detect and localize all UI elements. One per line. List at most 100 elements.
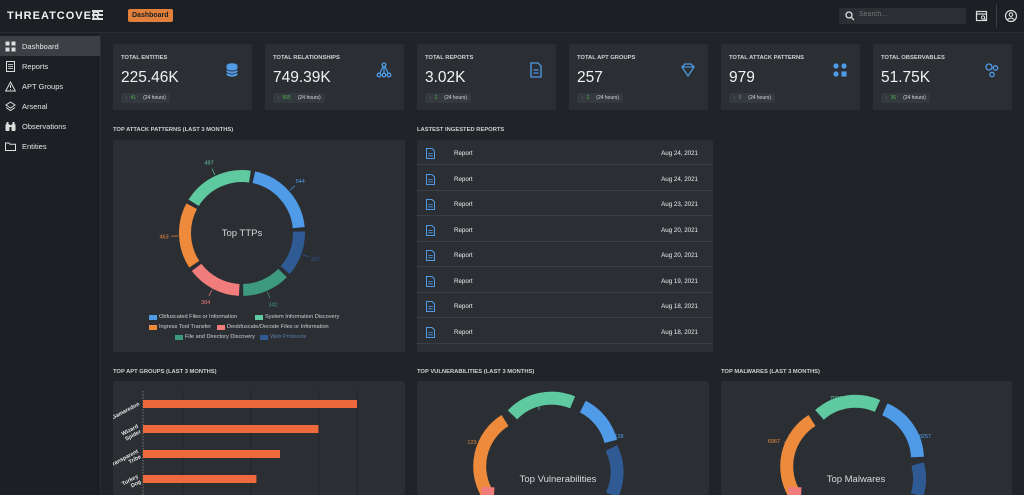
legend-swatch <box>260 334 268 340</box>
donut-label: 327 <box>311 257 320 263</box>
document-icon <box>426 326 435 338</box>
sidebar-item-observations[interactable]: Observations <box>0 116 100 136</box>
sidebar-item-apt-groups[interactable]: APT Groups <box>0 76 100 96</box>
stat-delta: ↑ 41 (24 hours) <box>121 93 170 103</box>
donut-label: 6967 <box>768 439 780 445</box>
report-row[interactable]: Report Aug 18, 2021 <box>417 319 712 344</box>
report-row[interactable]: Report Aug 19, 2021 <box>417 268 712 293</box>
donut-label: 128 <box>614 434 623 440</box>
search-box[interactable] <box>839 8 966 24</box>
bar[interactable] <box>143 450 280 458</box>
legend-item[interactable]: Deobfuscate/Decode Files or Information <box>217 324 329 330</box>
donut-segment[interactable] <box>188 170 251 207</box>
donut-segment[interactable] <box>473 414 509 495</box>
stat-card-apt-groups[interactable]: TOTAL APT GROUPS 257 ↑ 2 (24 hours) <box>569 44 708 110</box>
donut-label: 342 <box>268 303 277 309</box>
donut-segment[interactable] <box>507 391 576 420</box>
sidebar-item-arsenal[interactable]: Arsenal <box>0 96 100 116</box>
report-name[interactable]: Report <box>454 328 473 336</box>
stat-delta-period: (24 hours) <box>596 95 620 101</box>
label-leader <box>477 442 487 448</box>
bar-category-label: TurkeyDog <box>121 473 143 492</box>
donut-segment[interactable] <box>605 445 624 495</box>
ttp-donut-chart: 544 327 342 384 463 497 Top TTPs <box>159 160 320 309</box>
label-leader <box>783 441 794 448</box>
stat-card-observables[interactable]: TOTAL OBSERVABLES 51.75K ↑ 36 (24 hours) <box>873 44 1012 110</box>
legend-label: Deobfuscate/Decode Files or Information <box>227 324 329 330</box>
report-name[interactable]: Report <box>454 150 473 157</box>
legend-label: File and Directory Discovery <box>185 334 255 340</box>
report-row[interactable]: Report Aug 20, 2021 <box>417 242 712 267</box>
bar[interactable] <box>143 475 257 483</box>
report-date: Aug 24, 2021 <box>661 175 698 183</box>
sidebar-item-entities[interactable]: Entities <box>0 136 100 156</box>
stat-card-attack-patterns[interactable]: TOTAL ATTACK PATTERNS 979 ↑ 0 (24 hours) <box>721 44 860 110</box>
stat-card-entities[interactable]: TOTAL ENTITIES 225.46K ↑ 41 (24 hours) <box>113 44 252 110</box>
report-row[interactable]: Report Aug 24, 2021 <box>417 140 712 165</box>
sidebar-item-label: Dashboard <box>22 41 59 51</box>
report-row[interactable]: Report Aug 18, 2021 <box>417 293 712 318</box>
search-input[interactable] <box>859 11 959 18</box>
report-name[interactable]: Report <box>454 201 473 208</box>
folder-icon <box>5 142 16 151</box>
stat-value: 3.02K <box>425 69 466 86</box>
vulns-center-label: Top Vulnerabilities <box>520 474 597 485</box>
donut-segment[interactable] <box>191 263 240 296</box>
stat-label: TOTAL ATTACK PATTERNS <box>729 55 805 61</box>
donut-segment[interactable] <box>179 203 200 268</box>
report-name[interactable]: Report <box>454 277 473 285</box>
stat-delta-value: 0 <box>738 95 742 101</box>
legend-item[interactable]: Obfuscated Files or Information <box>149 314 237 320</box>
bar-category-label: TransparentTribe <box>113 449 142 474</box>
arrow-up-icon: ↑ <box>277 95 280 101</box>
donut-segment[interactable] <box>780 414 816 495</box>
stat-card-reports[interactable]: TOTAL REPORTS 3.02K ↑ 2 (24 hours) <box>417 44 556 110</box>
breadcrumb: Dashboard <box>128 9 173 22</box>
donut-label: 463 <box>159 234 168 240</box>
ttp-section-title: TOP ATTACK PATTERNS (LAST 3 MONTHS) <box>113 127 234 133</box>
stat-delta: ↑ 36 (24 hours) <box>881 93 930 103</box>
report-row[interactable]: Report Aug 23, 2021 <box>417 191 712 216</box>
network-icon <box>376 62 392 78</box>
stat-delta-value: 565 <box>282 95 291 101</box>
label-leader <box>602 435 612 438</box>
menu-icon[interactable] <box>92 10 103 20</box>
report-name[interactable]: Report <box>454 303 473 310</box>
donut-segment[interactable] <box>579 400 618 444</box>
report-row[interactable]: Report Aug 20, 2021 <box>417 217 712 242</box>
report-name[interactable]: Report <box>454 175 473 183</box>
legend-label: Obfuscated Files or Information <box>159 314 238 320</box>
bar[interactable] <box>143 425 319 433</box>
bar[interactable] <box>143 400 357 408</box>
arrow-up-icon: ↑ <box>733 95 736 101</box>
legend-item[interactable]: Web Protocols <box>260 334 306 340</box>
donut-segment[interactable] <box>252 171 305 229</box>
legend-item[interactable]: Ingress Tool Transfer <box>149 324 211 330</box>
calendar-search-icon[interactable] <box>975 9 989 23</box>
label-leader <box>208 289 213 296</box>
report-name[interactable]: Report <box>454 226 473 234</box>
legend-item[interactable]: File and Directory Discovery <box>175 334 255 340</box>
sidebar-item-dashboard[interactable]: Dashboard <box>0 36 100 56</box>
report-row[interactable]: Report Aug 24, 2021 <box>417 166 712 191</box>
sidebar-item-reports[interactable]: Reports <box>0 56 100 76</box>
donut-segment[interactable] <box>280 231 305 275</box>
report-icon <box>6 60 15 72</box>
legend-item[interactable]: System Information Discovery <box>255 314 339 320</box>
stat-delta-value: 2 <box>586 95 590 101</box>
report-name[interactable]: Report <box>454 252 473 259</box>
donut-segment[interactable] <box>910 462 927 495</box>
donut-segment[interactable] <box>815 394 881 420</box>
stat-label: TOTAL RELATIONSHIPS <box>273 55 340 61</box>
ttp-center-label: Top TTPs <box>222 228 263 239</box>
stat-card-relationships[interactable]: TOTAL RELATIONSHIPS 749.39K ↑ 565 (24 hour… <box>265 44 404 110</box>
donut-segment[interactable] <box>881 403 924 458</box>
app-logo[interactable]: THREATCOVER <box>7 10 101 22</box>
label-leader <box>211 168 216 176</box>
donut-label: 497 <box>204 160 213 166</box>
legend-label: Ingress Tool Transfer <box>159 324 212 330</box>
account-icon[interactable] <box>1004 9 1018 23</box>
ttp-panel: 544 327 342 384 463 497 Top TTPs Obfuscated F… <box>113 140 405 352</box>
donut-segment[interactable] <box>242 268 287 296</box>
arrow-up-icon: ↑ <box>125 95 128 101</box>
